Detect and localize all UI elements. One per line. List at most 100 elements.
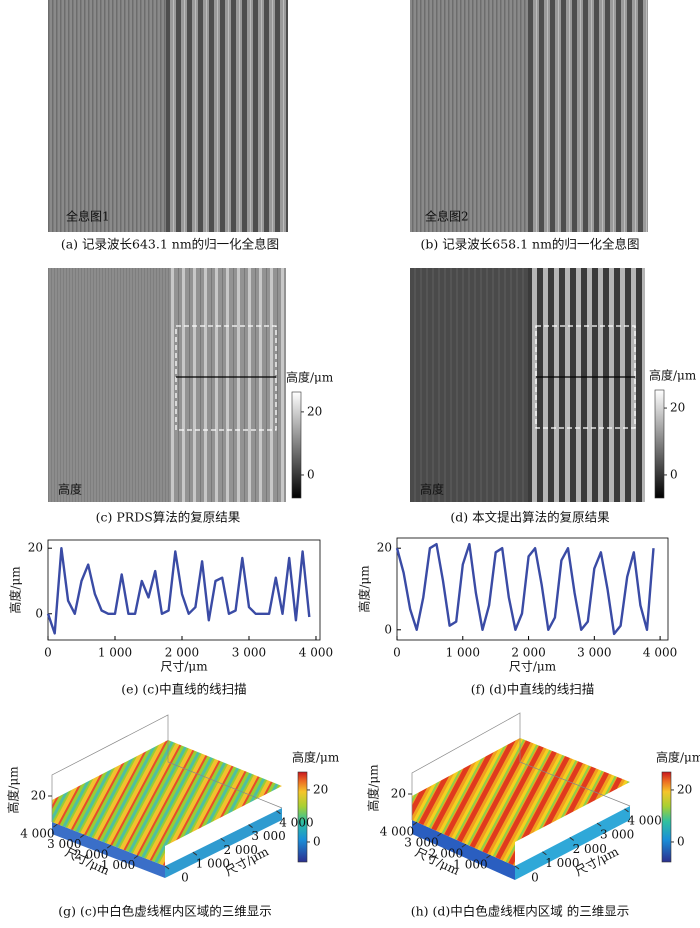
z-tick-label: 20 [31, 789, 46, 803]
z-axis-label: 高度/μm [6, 766, 21, 814]
caption: (b) 记录波长658.1 nm的归一化全息图 [421, 237, 640, 252]
plot-frame [396, 537, 669, 641]
surface-side [52, 822, 165, 878]
colorbar-tick-label: 20 [307, 404, 322, 418]
y-tick [53, 823, 58, 828]
line-series [46, 547, 311, 635]
x-axis-label: 尺寸/μm [160, 660, 208, 674]
x-tick [220, 837, 226, 842]
y-tick [79, 834, 85, 838]
y-tick-label: 20 [28, 541, 43, 555]
caption: (f) (d)中直线的线扫描 [471, 682, 595, 697]
colorbar-tick-label: 0 [313, 834, 321, 848]
colorbar-tick-label: 0 [307, 467, 315, 481]
colorbar-title: 高度/μm [649, 368, 697, 383]
colorbar-title: 高度/μm [656, 750, 700, 765]
colorbar-title: 高度/μm [286, 370, 334, 385]
y-tick-label: 0 [384, 622, 392, 636]
overlay-label: 高度 [420, 482, 444, 497]
caption: (d) 本文提出算法的复原结果 [450, 510, 610, 525]
colorbar-tick-label: 20 [670, 401, 685, 415]
colorbar-tick-label: 20 [677, 782, 692, 796]
y-tick-label: 3 000 [47, 837, 81, 851]
x-tick-label: 3 000 [577, 646, 611, 660]
y-tick-label: 3 000 [404, 836, 438, 850]
y-axis-label: 高度/μm [357, 565, 372, 613]
caption: (g) (c)中白色虚线框内区域的三维显示 [58, 904, 271, 919]
x-tick-label: 3 000 [600, 828, 634, 842]
axes-frame [51, 714, 283, 822]
x-tick-label: 1 000 [545, 856, 579, 870]
reconstruction [48, 268, 170, 502]
colorbar-tick-label: 0 [677, 834, 685, 848]
caption: (c) PRDS算法的复原结果 [96, 510, 241, 525]
x-tick [514, 865, 520, 870]
caption: (e) (c)中直线的线扫描 [121, 682, 246, 697]
y-tick [106, 844, 112, 849]
colorbar-tick-label: 0 [670, 467, 678, 481]
x-tick-label: 2 000 [573, 842, 607, 856]
x-tick [164, 865, 170, 870]
x-tick [542, 851, 547, 856]
overlay-label: 高度 [58, 482, 82, 497]
colorbar [291, 391, 302, 499]
y-tick-label: 20 [377, 541, 392, 555]
surface [52, 740, 282, 866]
caption: (a) 记录波长643.1 nm的归一化全息图 [61, 237, 279, 252]
surface-side [515, 806, 630, 880]
reconstruction [170, 268, 286, 502]
x-tick-label: 0 [181, 871, 189, 885]
x-tick-label: 2 000 [165, 646, 199, 660]
y-axis-label: 高度/μm [8, 566, 23, 614]
x-tick-label: 0 [44, 646, 52, 660]
y-tick-label: 4 000 [380, 825, 414, 839]
hologram [166, 0, 288, 232]
overlay-label: 全息图2 [425, 209, 469, 224]
x-tick [192, 851, 198, 856]
x-axis-label: 尺寸/μm [509, 660, 557, 674]
x-tick-label: 1 000 [98, 646, 132, 660]
x-tick-label: 0 [393, 646, 401, 660]
colorbar-tick-label: 20 [313, 782, 328, 796]
colorbar [297, 771, 308, 863]
z-tick-label: 20 [391, 787, 406, 801]
overlay-label: 全息图1 [66, 209, 110, 224]
roi-box [535, 325, 636, 429]
y-tick [437, 832, 442, 837]
colorbar-title: 高度/μm [292, 750, 340, 765]
hologram [48, 0, 166, 232]
caption: (h) (d)中白色虚线框内区域 的三维显示 [411, 904, 630, 919]
hologram [528, 0, 648, 232]
x-tick-label: 4 000 [627, 813, 661, 827]
y-tick [133, 855, 139, 859]
x-tick [569, 837, 575, 841]
x-tick-label: 2 000 [224, 843, 258, 857]
line-series [395, 542, 655, 636]
x-tick-label: 4 000 [279, 815, 313, 829]
y-tick [486, 854, 491, 859]
x-tick-label: 4 000 [299, 646, 333, 660]
x-tick-label: 0 [531, 871, 539, 885]
x-tick [248, 824, 253, 828]
y-tick-label: 1 000 [101, 858, 135, 872]
z-axis-label: 高度/μm [366, 764, 381, 812]
x-tick-label: 3 000 [232, 646, 266, 660]
x-tick [624, 808, 629, 813]
y-tick-label: 0 [35, 606, 43, 620]
x-tick-label: 2 000 [511, 646, 545, 660]
x-tick [276, 810, 281, 815]
surface-side [165, 808, 282, 878]
surface-side [412, 820, 515, 880]
axes-frame [411, 712, 631, 820]
colorbar [661, 771, 672, 863]
x-tick-label: 3 000 [251, 829, 285, 843]
roi-box [175, 325, 277, 431]
surface [412, 738, 630, 866]
x-tick-label: 4 000 [643, 646, 677, 660]
y-tick-label: 2 000 [429, 847, 463, 861]
colorbar [654, 389, 665, 499]
hologram [410, 0, 528, 232]
reconstruction [410, 268, 528, 502]
x-tick-label: 1 000 [446, 646, 480, 660]
